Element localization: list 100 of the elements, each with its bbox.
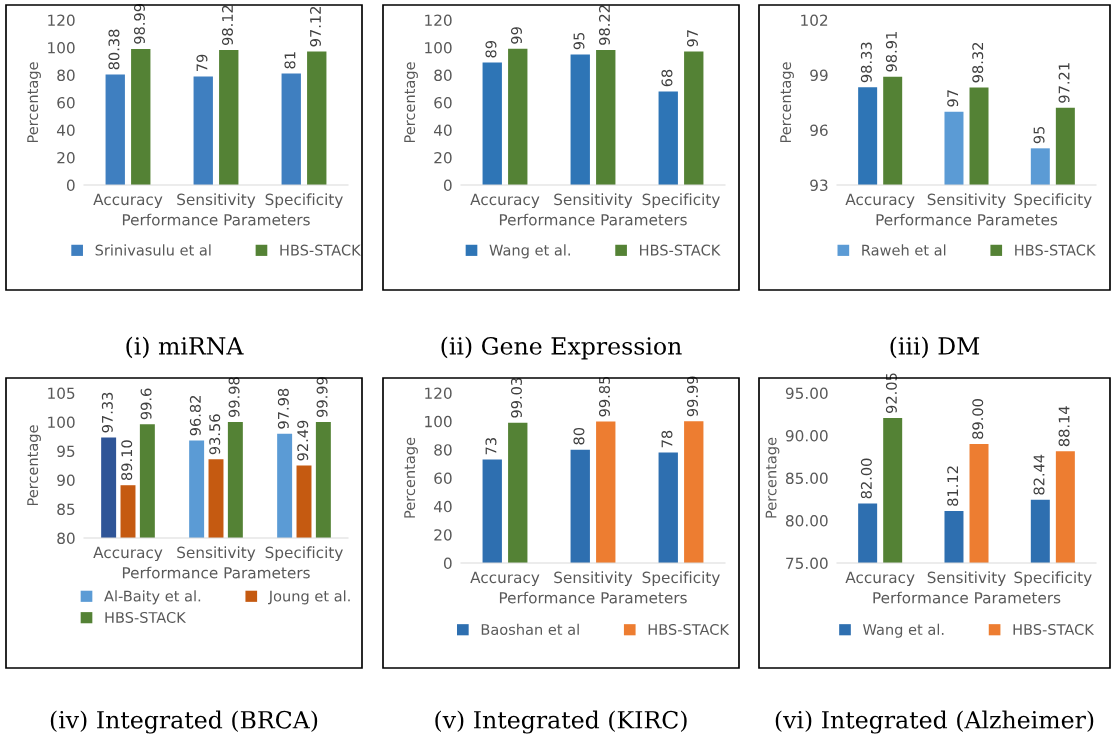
bar <box>684 421 704 563</box>
data-label: 97 <box>686 30 698 47</box>
y-tick-label: 120 <box>425 14 452 27</box>
bar <box>508 48 528 185</box>
y-tick-label: 90.00 <box>785 429 828 442</box>
y-tick-label: 60 <box>434 96 452 109</box>
bar <box>658 91 678 185</box>
data-label: 78 <box>661 430 673 448</box>
data-label: 97 <box>947 90 959 107</box>
bar <box>482 62 502 185</box>
legend-label: Wang et al. <box>489 244 570 259</box>
y-tick-label: 99 <box>810 69 828 82</box>
data-label: 97.12 <box>309 7 321 47</box>
data-label: 82.44 <box>1033 454 1045 495</box>
bar <box>658 452 678 563</box>
bar <box>684 51 704 185</box>
data-label: 99.6 <box>140 388 152 420</box>
y-tick-label: 40 <box>433 124 452 137</box>
y-tick-label: 20 <box>434 151 452 164</box>
text: (i) miRNA <box>126 336 244 359</box>
data-label: 68 <box>661 69 673 87</box>
data-label: 99.98 <box>228 377 240 418</box>
data-label: 99.99 <box>316 377 328 417</box>
y-tick-label: 93 <box>810 179 828 192</box>
y-tick-label: 100 <box>425 415 452 428</box>
bar <box>193 76 213 185</box>
data-label: 97.33 <box>101 392 113 433</box>
legend-label: HBS-STACK <box>280 244 361 256</box>
y-axis-title: Percentage <box>404 62 418 143</box>
data-label: 82.00 <box>860 458 872 499</box>
y-axis-title: Percentage <box>765 437 780 518</box>
y-tick-label: 85.00 <box>785 472 828 485</box>
x-tick-label: Specificity <box>265 193 343 209</box>
bar <box>508 422 528 563</box>
legend-label: Wang et al. <box>862 623 944 638</box>
y-tick-label: 85 <box>57 503 75 516</box>
legend-label: HBS-STACK <box>1013 623 1095 636</box>
y-tick-label: 60 <box>434 472 452 485</box>
y-tick-label: 75.00 <box>786 557 828 570</box>
legend-label: HBS-STACK <box>105 611 187 623</box>
y-tick-label: 60 <box>57 96 75 109</box>
x-tick-label: Sensitivity <box>177 193 256 209</box>
data-label: 98.12 <box>221 5 233 45</box>
x-tick-label: Sensitivity <box>927 193 1006 209</box>
y-tick-label: 100 <box>48 416 75 429</box>
x-tick-label: Accuracy <box>470 571 540 587</box>
x-axis-title: Performance Parameters <box>499 591 687 604</box>
data-label: 89 <box>485 40 497 58</box>
data-label: 98.91 <box>885 32 897 72</box>
bar <box>596 49 616 185</box>
x-tick-label: Specificity <box>1014 193 1092 209</box>
x-axis-title: Performance Parameters <box>499 213 687 226</box>
y-tick-label: 20 <box>57 151 75 164</box>
legend-label: Srinivasulu et al <box>95 244 211 256</box>
y-tick-label: 100 <box>48 41 75 54</box>
legend-label: Raweh et al <box>862 244 946 256</box>
data-label: 80.38 <box>108 29 120 70</box>
data-label: 99 <box>510 27 522 44</box>
data-label: 89.00 <box>972 399 984 439</box>
x-tick-label: Accuracy <box>845 571 915 587</box>
x-axis-title: Performance Parameters <box>873 591 1061 604</box>
legend-label: HBS-STACK <box>640 244 721 256</box>
data-label: 98.32 <box>972 43 984 83</box>
x-tick-label: Accuracy <box>93 546 163 562</box>
data-label: 97.21 <box>1058 63 1070 103</box>
x-tick-label: Specificity <box>265 546 343 562</box>
y-tick-label: 40 <box>433 500 452 513</box>
x-tick-label: Specificity <box>1014 571 1092 587</box>
data-label: 98.99 <box>133 4 145 44</box>
bar <box>307 51 327 185</box>
data-label: 73 <box>485 438 497 455</box>
y-tick-label: 96 <box>810 124 828 137</box>
text: (ii) Gene Expression <box>441 336 682 360</box>
legend-label: HBS-STACK <box>648 623 730 636</box>
data-label: 95 <box>1033 126 1045 144</box>
data-label: 97.98 <box>277 388 289 429</box>
y-tick-label: 80 <box>434 69 452 82</box>
bar <box>105 74 125 185</box>
x-axis-title: Performance Parameters <box>122 213 310 226</box>
y-tick-label: 0 <box>443 179 452 192</box>
y-tick-label: 105 <box>48 387 75 400</box>
bar <box>482 459 502 563</box>
y-tick-label: 120 <box>48 14 75 27</box>
y-tick-label: 0 <box>66 179 75 192</box>
y-axis-title: Percentage <box>780 62 794 143</box>
data-label: 92.05 <box>885 373 897 413</box>
bar <box>219 50 239 185</box>
y-tick-label: 90 <box>57 474 75 487</box>
legend-label: Joung et al. <box>268 590 350 605</box>
data-label: 99.99 <box>686 376 698 417</box>
y-tick-label: 40 <box>56 124 75 137</box>
data-label: 81.12 <box>947 466 959 506</box>
x-tick-label: Accuracy <box>845 193 915 209</box>
data-label: 93.56 <box>209 414 221 455</box>
text: (vi) Integrated (Alzheimer) <box>775 710 1094 734</box>
y-tick-label: 120 <box>425 387 452 400</box>
legend-label: Al-Baity et al. <box>104 590 201 605</box>
y-tick-label: 80 <box>57 532 75 545</box>
data-label: 95 <box>573 32 585 50</box>
text: (iii) DM <box>890 336 980 359</box>
